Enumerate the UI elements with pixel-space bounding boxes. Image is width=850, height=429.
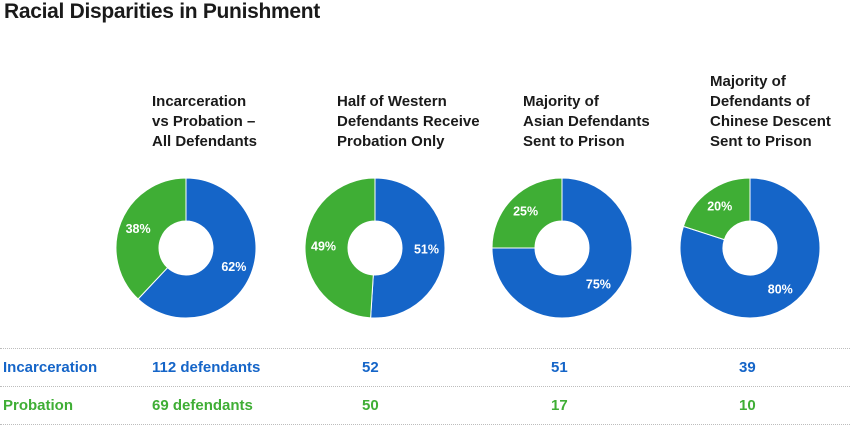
donut-slice-probation	[682, 177, 751, 241]
donut-slice-probation	[491, 177, 563, 249]
chart-title-line: Probation Only	[337, 133, 445, 150]
donut-slice-incarceration	[491, 177, 633, 319]
chart-title-line: Sent to Prison	[523, 133, 625, 150]
donut-slice-label: 20%	[707, 199, 732, 213]
chart-title-line: All Defendants	[152, 133, 258, 150]
donut-slice-label: 75%	[586, 277, 611, 291]
cell-probation-asian: 17	[551, 397, 568, 414]
page-title: Racial Disparities in Punishment	[4, 0, 320, 23]
table-divider-top	[0, 348, 850, 349]
chart-title-chinese: Majority of Defendants of Chinese Descen…	[710, 72, 831, 152]
row-label-probation: Probation	[3, 397, 73, 414]
donut-slice-label: 80%	[768, 283, 793, 297]
table-divider-middle	[0, 386, 850, 387]
chart-title-line: Majority of	[710, 73, 786, 90]
donut-chart-asian: 75% 25%	[491, 177, 633, 319]
donut-slice-label: 25%	[513, 205, 538, 219]
donut-slice-probation	[304, 177, 376, 319]
cell-incarceration-chinese: 39	[739, 359, 756, 376]
chart-title-line: Defendants of	[710, 93, 811, 110]
cell-incarceration-western: 52	[362, 359, 379, 376]
cell-incarceration-asian: 51	[551, 359, 568, 376]
donut-slice-incarceration	[137, 177, 257, 319]
chart-title-line: Half of Western	[337, 93, 447, 110]
donut-slice-label: 51%	[414, 243, 439, 257]
cell-probation-all: 69 defendants	[152, 397, 253, 414]
donut-chart-chinese: 80% 20%	[679, 177, 821, 319]
donut-slice-incarceration	[679, 177, 821, 319]
donut-slice-probation	[115, 177, 187, 300]
chart-title-all-defendants: Incarceration vs Probation – All Defenda…	[152, 92, 257, 152]
donut-chart-western: 51% 49%	[304, 177, 446, 319]
donut-slice-label: 49%	[311, 239, 336, 253]
chart-title-line: Majority of	[523, 93, 599, 110]
chart-title-asian: Majority of Asian Defendants Sent to Pri…	[523, 92, 650, 152]
donut-chart-all-defendants: 62% 38%	[115, 177, 257, 319]
table-row-incarceration: Incarceration 112 defendants 52 51 39	[0, 349, 850, 387]
donut-slice-incarceration	[370, 177, 446, 319]
chart-title-line: Incarceration	[152, 93, 247, 110]
cell-probation-chinese: 10	[739, 397, 756, 414]
chart-title-line: Sent to Prison	[710, 133, 812, 150]
cell-incarceration-all: 112 defendants	[152, 359, 261, 376]
donut-slice-label: 62%	[221, 260, 246, 274]
chart-title-line: Chinese Descent	[710, 113, 831, 130]
cell-probation-western: 50	[362, 397, 379, 414]
table-divider-bottom	[0, 424, 850, 425]
chart-title-western: Half of Western Defendants Receive Proba…	[337, 92, 480, 152]
row-label-incarceration: Incarceration	[3, 359, 98, 376]
donut-slice-label: 38%	[126, 222, 151, 236]
chart-title-line: Defendants Receive	[337, 113, 480, 130]
chart-title-line: Asian Defendants	[523, 113, 650, 130]
table-row-probation: Probation 69 defendants 50 17 10	[0, 387, 850, 425]
chart-title-line: vs Probation –	[152, 113, 256, 130]
